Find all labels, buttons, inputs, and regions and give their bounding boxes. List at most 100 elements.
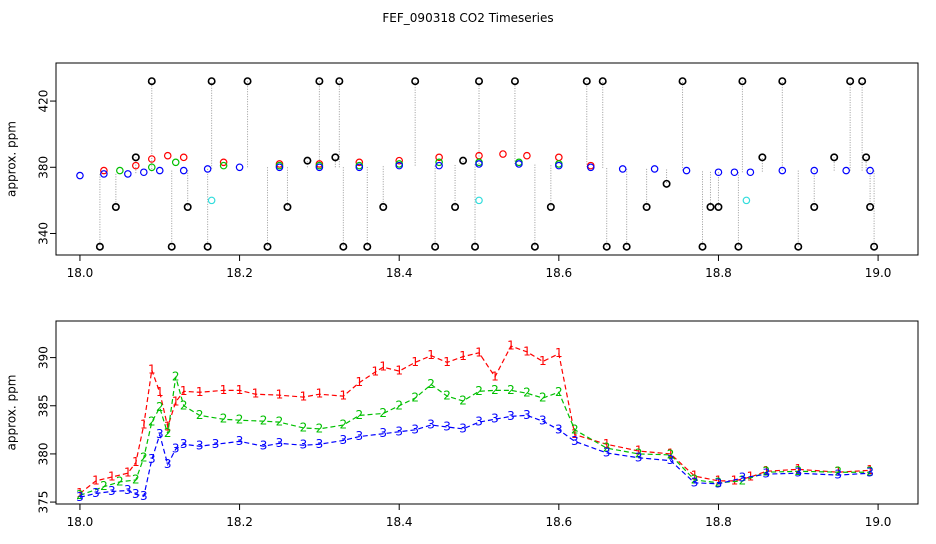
series-marker-2: 2 [667, 447, 675, 461]
point-red [132, 161, 140, 170]
point-black-outliers [335, 77, 344, 86]
series-marker-2: 2 [475, 384, 483, 398]
point-black-outliers [207, 77, 216, 86]
point-red [163, 151, 172, 160]
point-blue [76, 171, 84, 180]
series-marker-2: 2 [300, 420, 308, 434]
series-marker-2: 2 [834, 465, 842, 479]
series-marker-1: 1 [148, 363, 156, 377]
x-tick-label: 18.8 [705, 266, 732, 280]
series-marker-2: 2 [459, 393, 467, 407]
point-black-outliers [778, 77, 787, 86]
series-marker-3: 3 [571, 434, 579, 448]
co2-series-panel: 18.0 18.2 18.4 18.6 18.8 19.0 375 380 385 390 appr… [5, 320, 919, 529]
series-marker-3: 3 [555, 422, 563, 436]
series-marker-1: 1 [124, 466, 132, 480]
point-black-outliers [459, 156, 468, 165]
y-tick-label: 375 [37, 491, 51, 514]
point-green [435, 158, 443, 167]
series-marker-1: 1 [411, 355, 419, 369]
series-marker-3: 3 [691, 475, 699, 489]
series-marker-1: 1 [220, 383, 228, 397]
point-black-outliers [858, 77, 867, 86]
series-marker-3: 3 [379, 426, 387, 440]
series-marker-2: 2 [539, 391, 547, 405]
point-black-outliers [451, 203, 460, 212]
series-marker-3: 3 [411, 422, 419, 436]
y-tick-label: 340 [37, 222, 51, 245]
series-marker-3: 3 [260, 439, 268, 453]
point-cyan [475, 196, 483, 205]
series-marker-2: 2 [395, 398, 403, 412]
series-marker-3: 3 [667, 453, 675, 467]
point-blue [155, 166, 164, 175]
x-tick-label: 18.4 [386, 515, 413, 529]
point-blue [235, 163, 244, 172]
y-axis-label: approx. ppm [5, 121, 19, 197]
series-marker-3: 3 [395, 424, 403, 438]
point-black-outliers [830, 153, 839, 162]
point-blue [866, 166, 874, 175]
series-marker-2: 2 [340, 418, 348, 432]
point-blue [395, 161, 404, 170]
series-marker-3: 3 [276, 436, 284, 450]
series-marker-2: 2 [739, 473, 747, 487]
point-black-outliers [582, 77, 591, 86]
point-blue [730, 168, 739, 177]
point-blue [842, 166, 850, 175]
series-marker-2: 2 [635, 446, 643, 460]
point-black-outliers [379, 203, 388, 212]
x-tick-label: 18.6 [545, 515, 572, 529]
point-black-outliers [203, 242, 212, 251]
series-marker-3: 3 [316, 437, 324, 451]
x-tick-label: 19.0 [865, 515, 892, 529]
series-marker-2: 2 [603, 441, 611, 455]
point-black-outliers [866, 203, 875, 212]
point-black-outliers [642, 203, 651, 212]
point-black-outliers [131, 153, 140, 162]
series-marker-2: 2 [491, 383, 499, 397]
x-tick-label: 18.4 [386, 266, 413, 280]
point-red [219, 158, 228, 167]
y-tick-label: 385 [37, 394, 51, 417]
series-marker-1: 1 [180, 384, 188, 398]
point-cyan [742, 196, 751, 205]
series-marker-1: 1 [252, 387, 260, 401]
series-marker-2: 2 [156, 400, 164, 414]
series-marker-2: 2 [236, 413, 244, 427]
series-marker-2: 2 [523, 386, 531, 400]
series-marker-3: 3 [763, 467, 771, 481]
series-marker-2: 2 [411, 391, 419, 405]
x-tick-label: 18.0 [67, 515, 94, 529]
series-marker-1: 1 [715, 473, 723, 487]
point-red [179, 153, 188, 162]
point-black-outliers [662, 179, 671, 188]
point-black-outliers [471, 242, 480, 251]
series-marker-1: 1 [92, 473, 100, 487]
y-tick-label: 390 [37, 346, 51, 369]
series-marker-3: 3 [794, 466, 802, 480]
series-marker-2: 2 [427, 377, 435, 391]
series-marker-2: 2 [866, 465, 874, 479]
series-marker-3: 3 [236, 434, 244, 448]
series-marker-1: 1 [76, 486, 84, 500]
point-blue [682, 166, 691, 175]
point-black-outliers [862, 153, 871, 162]
point-blue [555, 161, 563, 170]
series-marker-1: 1 [156, 385, 164, 399]
point-black-outliers [714, 203, 723, 212]
point-red [395, 156, 404, 165]
plot-area [76, 77, 879, 251]
point-blue [475, 160, 483, 168]
point-black-outliers [510, 77, 519, 86]
point-black-outliers [870, 242, 879, 251]
series-line-1 [79, 345, 871, 494]
series-marker-2: 2 [763, 465, 771, 479]
series-marker-2: 2 [507, 383, 515, 397]
series-marker-3: 3 [124, 483, 132, 497]
point-black-outliers [331, 153, 340, 162]
point-black-outliers [678, 77, 687, 86]
series-marker-1: 1 [443, 355, 451, 369]
series-marker-3: 3 [443, 419, 451, 433]
point-green [147, 163, 156, 172]
